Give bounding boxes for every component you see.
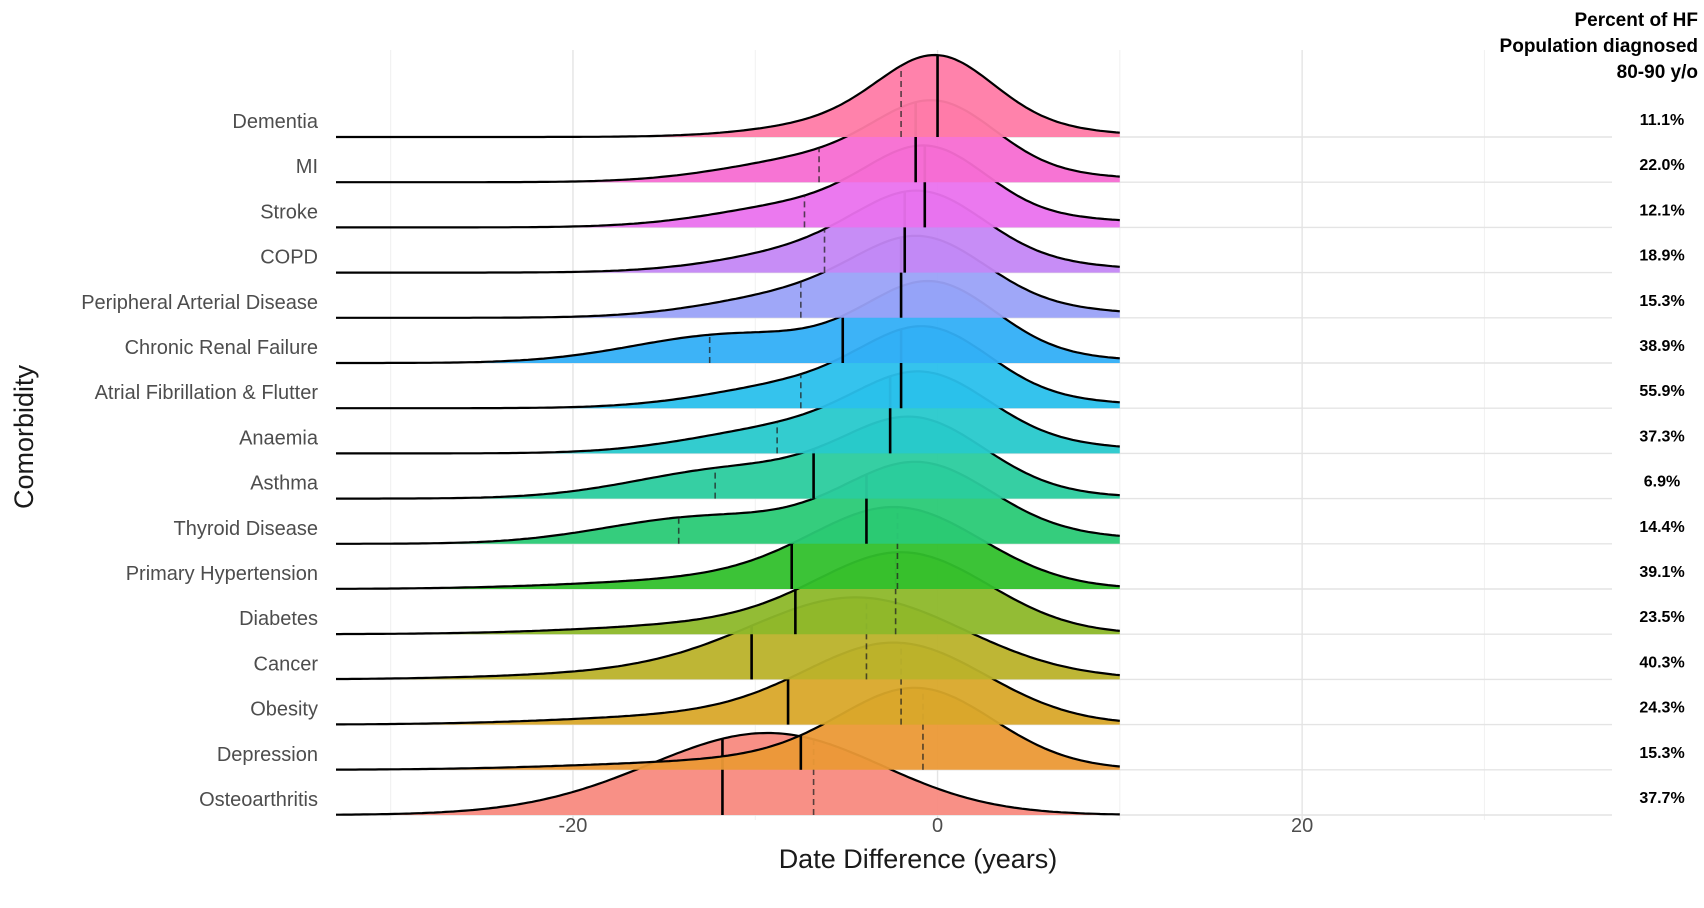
percent-label: 23.5% [1639, 609, 1684, 626]
x-tick-label: -20 [559, 815, 588, 837]
percent-label: 12.1% [1639, 202, 1684, 219]
category-label: Peripheral Arterial Disease [81, 292, 318, 314]
percent-header-line: Population diagnosed [1500, 36, 1698, 57]
ridge-layer [336, 53, 1120, 816]
percent-label: 39.1% [1639, 564, 1684, 581]
category-label: Primary Hypertension [126, 563, 318, 585]
ridge-outline [336, 731, 1120, 816]
percent-header-line: Percent of HF [1574, 10, 1698, 31]
x-tick-label: 20 [1291, 815, 1313, 837]
category-label: Obesity [250, 699, 318, 721]
category-label: Thyroid Disease [173, 518, 318, 540]
percent-label: 55.9% [1639, 383, 1684, 400]
percent-label: 15.3% [1639, 745, 1684, 762]
percent-label: 24.3% [1639, 700, 1684, 717]
category-label: MI [296, 156, 318, 178]
x-tick-label: 0 [932, 815, 943, 837]
x-axis-title: Date Difference (years) [779, 844, 1058, 874]
category-label: Anaemia [239, 427, 319, 449]
percent-label: 6.9% [1644, 474, 1680, 491]
category-label: Asthma [250, 473, 319, 495]
percent-label: 15.3% [1639, 293, 1684, 310]
category-label: COPD [260, 247, 318, 269]
category-label: Depression [217, 744, 318, 766]
category-label: Cancer [254, 653, 319, 675]
ridge-outline [336, 596, 1120, 681]
y-axis-title: Comorbidity [9, 364, 39, 509]
ridge-outline [336, 53, 1120, 139]
ridge-fill [336, 55, 1120, 137]
category-label: Osteoarthritis [199, 789, 318, 811]
label-layer: -20 0 20 Osteoarthritis 37.7% Depression 15.3%… [81, 111, 1684, 837]
ridge-outline [336, 505, 1120, 590]
percent-label: 18.9% [1639, 248, 1684, 265]
category-label: Atrial Fibrillation & Flutter [95, 382, 319, 404]
percent-label: 38.9% [1639, 338, 1684, 355]
percent-label: 14.4% [1639, 519, 1684, 536]
percent-label: 11.1% [1640, 112, 1684, 129]
percent-label: 37.7% [1639, 790, 1684, 807]
percent-column-title: Percent of HF Population diagnosed 80-90 y… [1500, 10, 1698, 83]
percent-header-line: 80-90 y/o [1617, 62, 1698, 83]
percent-label: 40.3% [1639, 654, 1684, 671]
percent-label: 22.0% [1639, 157, 1684, 174]
category-label: Stroke [260, 201, 318, 223]
ridge-0 [336, 53, 1120, 139]
category-label: Chronic Renal Failure [125, 337, 318, 359]
category-label: Dementia [232, 111, 318, 133]
category-label: Diabetes [239, 608, 318, 630]
percent-label: 37.3% [1639, 428, 1684, 445]
ridge-fill [336, 733, 1120, 815]
